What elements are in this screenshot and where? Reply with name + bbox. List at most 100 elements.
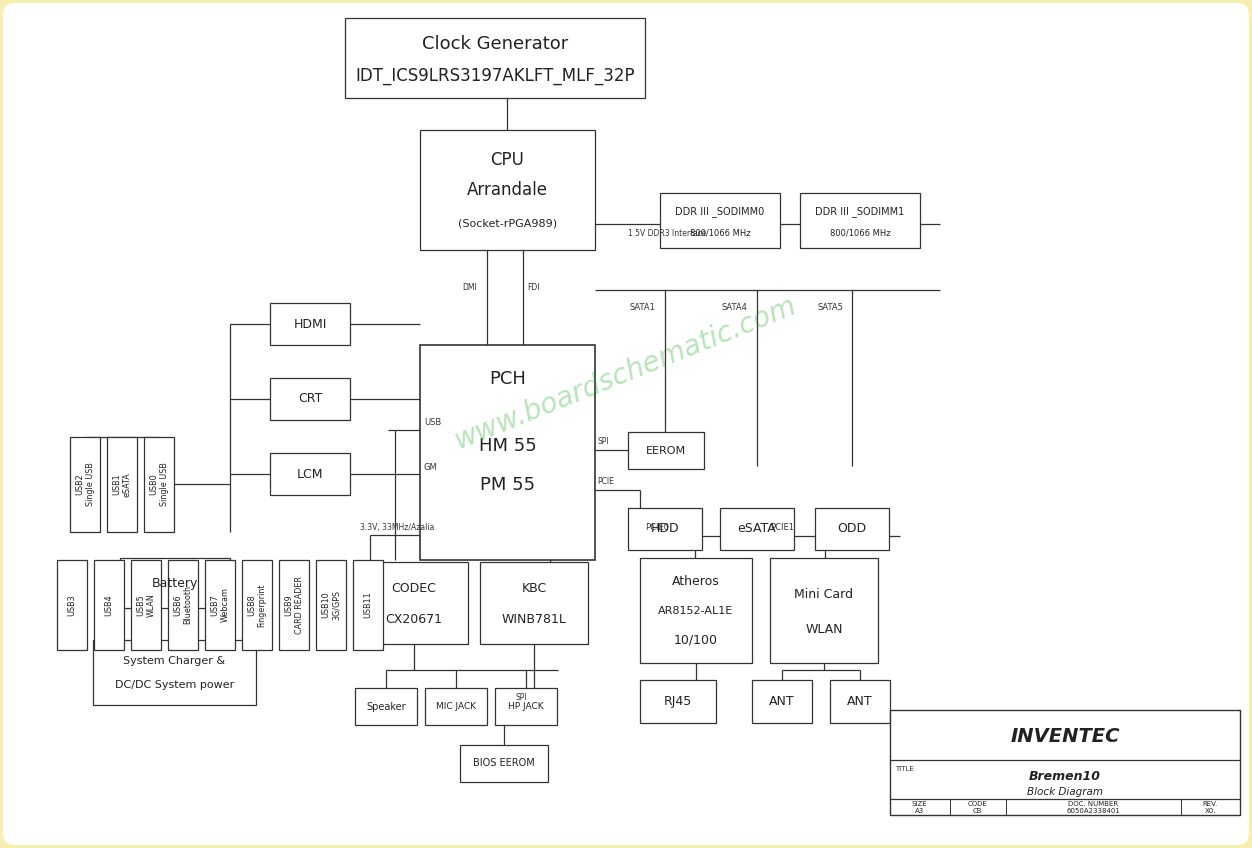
Text: (Socket-rPGA989): (Socket-rPGA989) [458,219,557,229]
Text: AR8152-AL1E: AR8152-AL1E [659,605,734,616]
Text: 800/1066 MHz: 800/1066 MHz [690,229,750,237]
FancyBboxPatch shape [361,562,468,644]
FancyBboxPatch shape [131,560,162,650]
Text: Speaker: Speaker [366,701,406,711]
Text: MIC JACK: MIC JACK [436,702,476,711]
Text: 1.5V DDR3 Interface: 1.5V DDR3 Interface [629,229,706,238]
FancyBboxPatch shape [890,710,1239,815]
Text: USB3: USB3 [68,594,76,616]
Text: Clock Generator: Clock Generator [422,35,568,53]
FancyBboxPatch shape [459,745,548,782]
FancyBboxPatch shape [242,560,272,650]
Text: CX20671: CX20671 [386,613,442,626]
FancyBboxPatch shape [480,562,588,644]
Text: USB11: USB11 [363,592,373,618]
Text: ODD: ODD [838,522,866,535]
Text: BIOS EEROM: BIOS EEROM [473,758,535,768]
FancyBboxPatch shape [144,437,174,532]
Text: PM 55: PM 55 [480,476,535,494]
Text: USB10
3G/GPS: USB10 3G/GPS [322,590,341,620]
Text: SPI: SPI [597,437,608,446]
Text: RJ45: RJ45 [664,695,692,708]
Text: DMI: DMI [462,283,477,292]
Text: INVENTEC: INVENTEC [1010,727,1119,745]
FancyBboxPatch shape [640,680,716,723]
Text: 10/100: 10/100 [674,633,717,646]
Text: DOC. NUMBER
6050A2338401: DOC. NUMBER 6050A2338401 [1065,801,1121,813]
Text: IDT_ICS9LRS3197AKLFT_MLF_32P: IDT_ICS9LRS3197AKLFT_MLF_32P [356,67,635,85]
Text: ANT: ANT [848,695,873,708]
Text: Atheros: Atheros [672,575,720,588]
Text: WLAN: WLAN [805,623,843,636]
Text: Mini Card: Mini Card [795,589,854,601]
Text: USB8
Fingerprint: USB8 Fingerprint [248,583,267,627]
Text: Battery: Battery [151,577,198,589]
Text: CPU: CPU [491,151,525,169]
Text: EEROM: EEROM [646,445,686,455]
Text: DDR III _SODIMM0: DDR III _SODIMM0 [675,206,765,216]
Text: LCM: LCM [297,467,323,481]
Text: Bremen10: Bremen10 [1029,770,1101,783]
Text: 800/1066 MHz: 800/1066 MHz [830,229,890,237]
Text: System Charger &: System Charger & [124,656,225,667]
FancyBboxPatch shape [419,130,595,250]
FancyBboxPatch shape [270,453,351,495]
FancyBboxPatch shape [815,508,889,550]
Text: DC/DC System power: DC/DC System power [115,680,234,690]
FancyBboxPatch shape [660,193,780,248]
FancyBboxPatch shape [495,688,557,725]
FancyBboxPatch shape [419,345,595,560]
Text: Arrandale: Arrandale [467,181,548,199]
FancyBboxPatch shape [629,508,702,550]
FancyBboxPatch shape [93,640,255,705]
Text: USB: USB [424,418,441,427]
FancyBboxPatch shape [94,560,124,650]
FancyBboxPatch shape [640,558,752,663]
Text: HDMI: HDMI [293,317,327,331]
Text: PCIE0: PCIE0 [645,523,669,532]
FancyBboxPatch shape [270,378,351,420]
FancyBboxPatch shape [168,560,198,650]
Text: CODEC: CODEC [392,582,437,594]
Text: KBC: KBC [521,582,547,594]
Text: USB1
eSATA: USB1 eSATA [113,472,131,497]
FancyBboxPatch shape [346,18,645,98]
Text: 3.3V, 33MHz/Azalia: 3.3V, 33MHz/Azalia [361,523,434,532]
FancyBboxPatch shape [106,437,136,532]
Text: PCIE1: PCIE1 [770,523,794,532]
FancyBboxPatch shape [120,558,230,608]
Text: ANT: ANT [769,695,795,708]
Text: CRT: CRT [298,393,322,405]
FancyBboxPatch shape [316,560,346,650]
Text: www.boardschematic.com: www.boardschematic.com [451,292,801,455]
Text: USB5
WLAN: USB5 WLAN [136,593,155,616]
Text: HP JACK: HP JACK [508,702,543,711]
Text: USB7
Webcam: USB7 Webcam [210,588,229,622]
FancyBboxPatch shape [70,437,100,532]
Text: HM 55: HM 55 [478,437,536,455]
Text: USB4: USB4 [104,594,114,616]
Text: SATA1: SATA1 [630,303,656,312]
Text: HDD: HDD [651,522,680,535]
Text: USB2
Single USB: USB2 Single USB [75,462,95,506]
Text: TITLE: TITLE [895,766,914,772]
Text: REV.
X0.: REV. X0. [1203,801,1218,813]
Text: SIZE
A3: SIZE A3 [911,801,928,813]
Text: DDR III _SODIMM1: DDR III _SODIMM1 [815,206,905,216]
Text: FDI: FDI [527,283,540,292]
FancyBboxPatch shape [770,558,878,663]
FancyBboxPatch shape [752,680,813,723]
Text: SATA4: SATA4 [722,303,747,312]
FancyBboxPatch shape [720,508,794,550]
Text: Block Diagram: Block Diagram [1027,787,1103,797]
Text: USB9
CARD READER: USB9 CARD READER [284,576,304,634]
FancyBboxPatch shape [3,3,1249,845]
Text: PCIE: PCIE [597,477,613,486]
FancyBboxPatch shape [629,432,704,469]
Text: GM: GM [424,463,438,472]
FancyBboxPatch shape [353,560,383,650]
FancyBboxPatch shape [205,560,235,650]
Text: USB6
Bluetooth: USB6 Bluetooth [173,585,193,624]
FancyBboxPatch shape [279,560,309,650]
Text: PCH: PCH [490,371,526,388]
